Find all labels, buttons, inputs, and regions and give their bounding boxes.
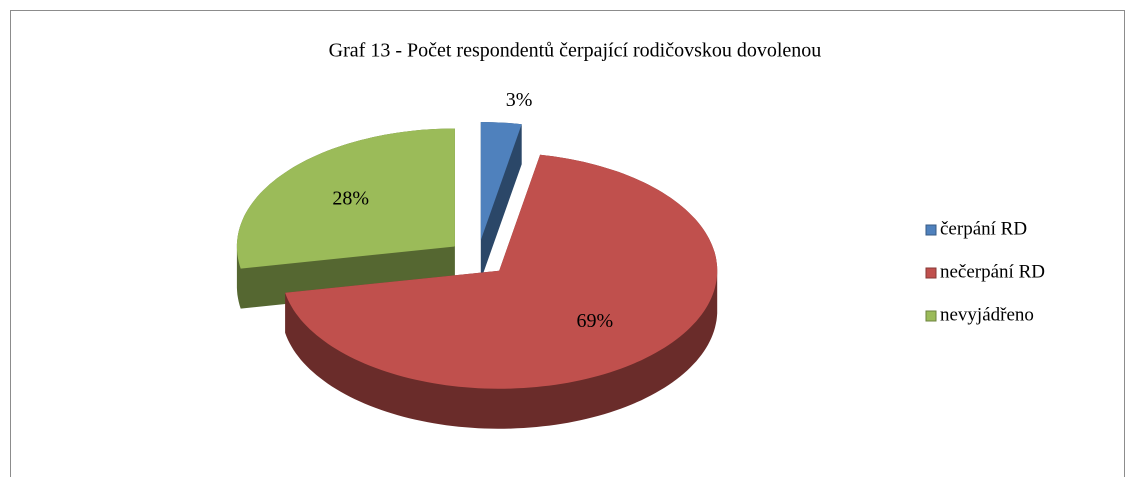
pie-slice [480,122,522,241]
legend-label: čerpání RD [940,218,1027,239]
legend-label: nečerpání RD [940,261,1045,282]
chart-title: Graf 13 - Počet respondentů čerpající ro… [329,40,822,62]
pie-slice [236,128,455,269]
legend-swatch [925,267,937,279]
data-label: 28% [332,187,369,209]
pie-slice [285,154,718,389]
data-label: 69% [576,310,613,332]
legend-label: nevyjádřeno [940,304,1034,325]
data-label: 3% [506,89,533,111]
legend-swatch [925,224,937,236]
chart-frame [10,10,1125,477]
legend-swatch [925,310,937,322]
